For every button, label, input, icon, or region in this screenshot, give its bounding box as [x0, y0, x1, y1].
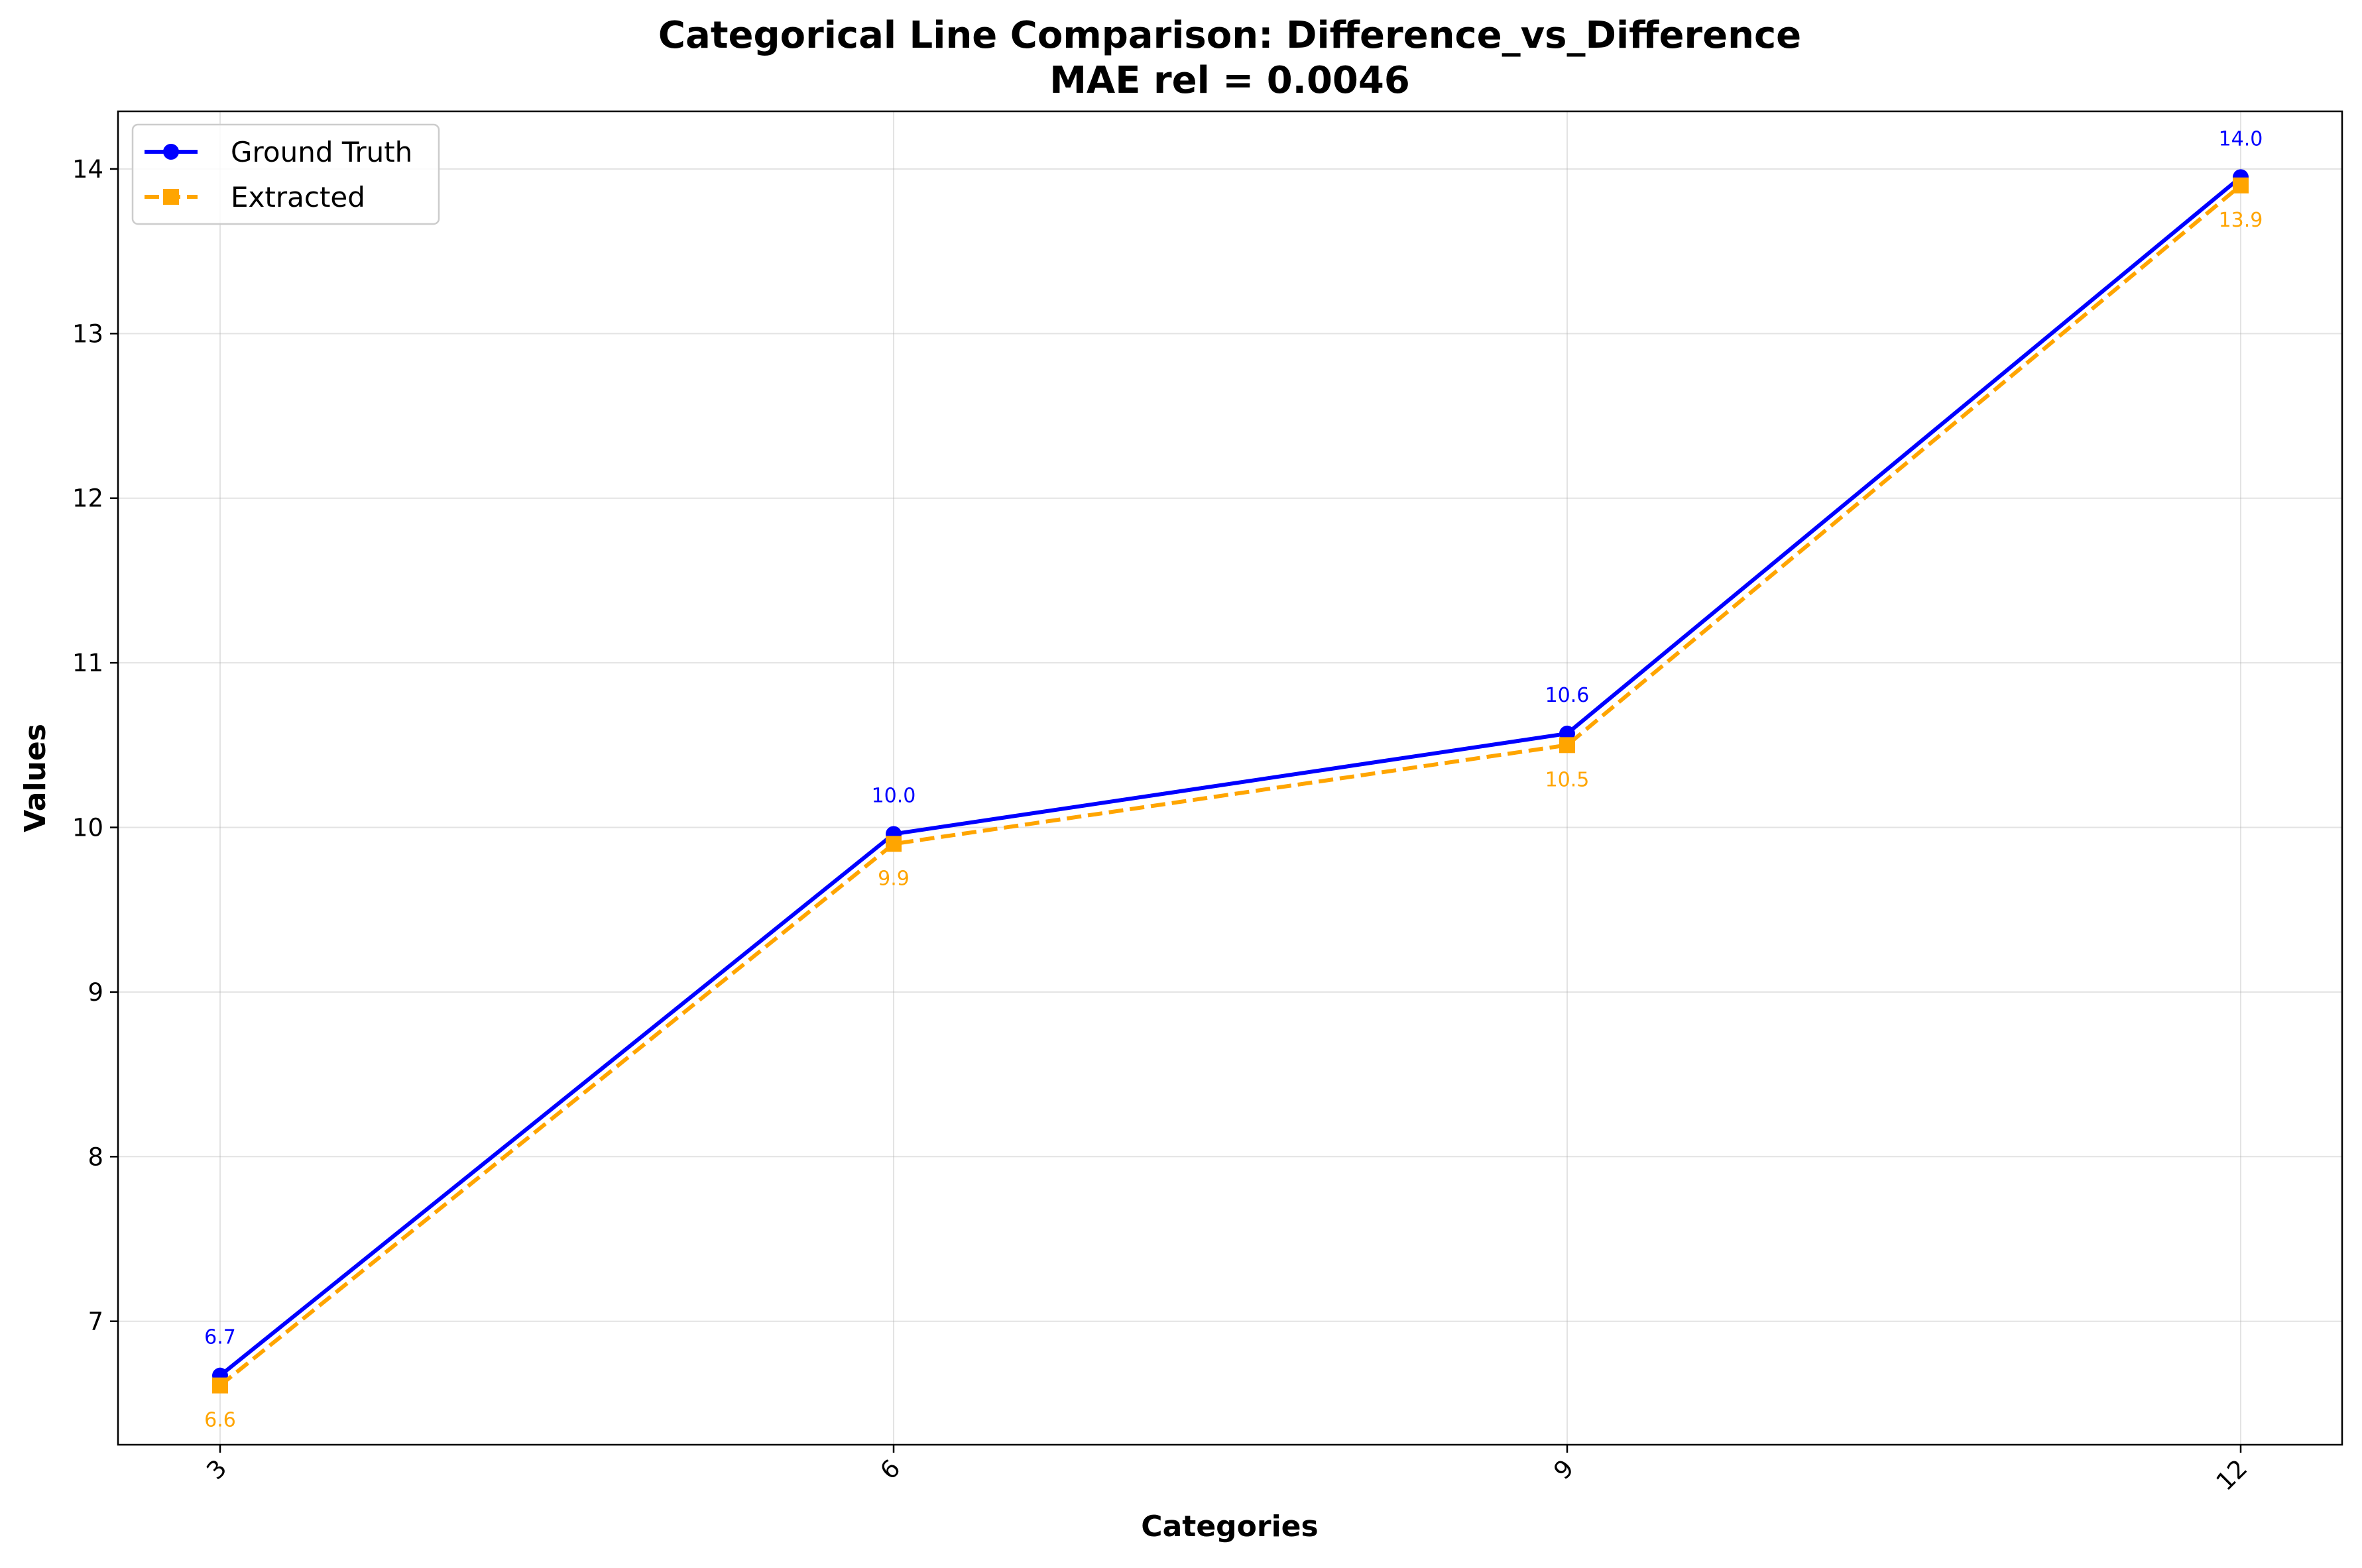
x-tick-label: 3 — [201, 1454, 232, 1485]
y-tick-label: 10 — [72, 814, 103, 842]
series-layer — [212, 169, 2249, 1394]
x-tick-label: 6 — [874, 1454, 906, 1485]
plot-frame — [117, 110, 2343, 1446]
extracted-data-label: 9.9 — [878, 867, 910, 890]
legend-label-ground-truth: Ground Truth — [231, 136, 412, 168]
extracted-data-label: 6.6 — [204, 1409, 236, 1432]
x-tick-label: 9 — [1548, 1454, 1579, 1485]
x-axis-label: Categories — [1141, 1510, 1318, 1543]
legend-label-extracted: Extracted — [231, 181, 365, 213]
extracted-point — [2233, 177, 2249, 194]
ground-truth-data-label: 10.0 — [872, 784, 916, 807]
y-tick-label: 14 — [72, 155, 103, 184]
y-axis-ticks: 7 8 9 10 11 12 13 14 — [72, 155, 118, 1336]
ground-truth-data-label: 14.0 — [2219, 127, 2263, 150]
extracted-point — [1559, 737, 1575, 754]
y-tick-label: 11 — [72, 649, 103, 677]
extracted-data-label: 13.9 — [2219, 209, 2263, 232]
y-tick-label: 13 — [72, 319, 103, 348]
extracted-data-label: 10.5 — [1545, 768, 1590, 791]
y-tick-label: 12 — [72, 484, 103, 513]
x-axis-ticks: 3 6 9 12 — [201, 1445, 2253, 1496]
ground-truth-data-label: 6.7 — [204, 1326, 236, 1349]
series-line-ground-truth — [219, 176, 2242, 1378]
legend-marker-square — [163, 189, 179, 205]
chart-subtitle: MAE rel = 0.0046 — [1049, 59, 1410, 102]
x-tick-label: 12 — [2211, 1454, 2253, 1496]
legend-marker-circle — [163, 144, 179, 160]
extracted-point — [212, 1377, 228, 1394]
y-tick-label: 8 — [88, 1143, 103, 1171]
data-labels: 6.7 10.0 10.6 14.0 6.6 9.9 10.5 13.9 — [204, 127, 2263, 1431]
y-axis-label: Values — [19, 724, 52, 832]
ground-truth-data-label: 10.6 — [1545, 684, 1590, 707]
legend-box — [131, 123, 440, 225]
series-line-extracted — [219, 184, 2242, 1387]
extracted-point — [886, 836, 902, 852]
y-tick-label: 9 — [88, 978, 103, 1007]
grid — [118, 111, 2342, 1445]
y-tick-label: 7 — [88, 1308, 103, 1336]
chart-title: Categorical Line Comparison: Difference_… — [658, 14, 1801, 57]
legend: Ground Truth Extracted — [131, 123, 440, 225]
